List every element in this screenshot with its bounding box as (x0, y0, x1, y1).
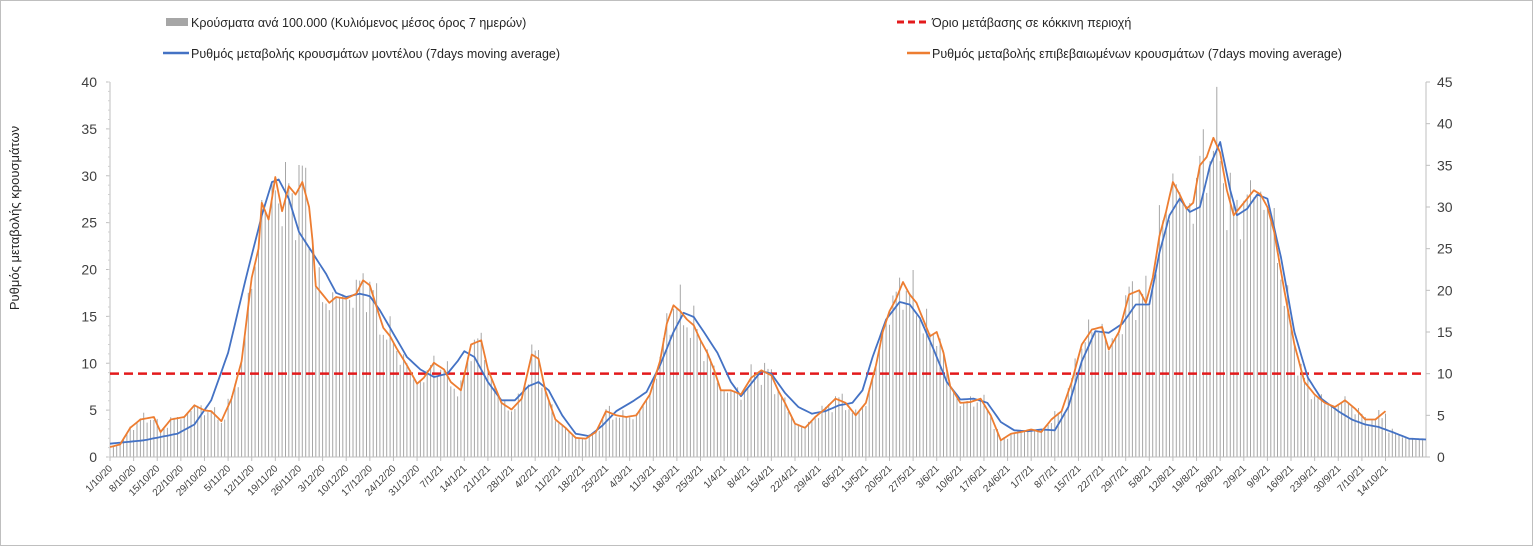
legend-bars-swatch (166, 18, 188, 26)
x-tick-label: 26/8/21 (1194, 463, 1226, 495)
right-tick-label: 30 (1437, 199, 1453, 215)
left-tick-label: 25 (81, 215, 97, 231)
right-tick-label: 15 (1437, 324, 1453, 340)
left-tick-label: 35 (81, 121, 97, 137)
right-tick-label: 25 (1437, 241, 1453, 257)
legend-model-label: Ρυθμός μεταβολής κρουσμάτων μοντέλου (7d… (191, 47, 560, 61)
x-tick-label: 2/9/21 (1221, 463, 1249, 491)
x-tick-label: 27/5/21 (887, 463, 919, 495)
y-axis-title: Ρυθμός μεταβολής κρουσμάτων (7, 126, 22, 310)
legend-confirmed-label: Ρυθμός μεταβολής επιβεβαιωμένων κρουσμάτ… (932, 47, 1342, 61)
right-tick-label: 35 (1437, 157, 1453, 173)
lines-layer (109, 136, 1427, 448)
x-tick-label: 28/1/21 (485, 463, 517, 495)
left-tick-label: 30 (81, 168, 97, 184)
legend: Κρούσματα ανά 100.000 (Κυλιόμενος μέσος … (163, 16, 1342, 61)
x-tick-label: 25/2/21 (580, 463, 612, 495)
bars-series (109, 86, 1427, 457)
x-tick-label: 1/7/21 (1009, 463, 1037, 491)
right-tick-label: 5 (1437, 407, 1445, 423)
left-tick-label: 40 (81, 74, 97, 90)
left-tick-label: 20 (81, 262, 97, 278)
x-tick-label: 1/4/21 (702, 463, 730, 491)
right-tick-label: 0 (1437, 449, 1445, 465)
x-tick-label: 24/6/21 (981, 463, 1013, 495)
left-tick-label: 0 (89, 449, 97, 465)
confirmed-line (109, 136, 1387, 448)
x-tick-label: 25/3/21 (674, 463, 706, 495)
left-tick-label: 5 (89, 402, 97, 418)
right-tick-label: 45 (1437, 74, 1453, 90)
legend-bars-label: Κρούσματα ανά 100.000 (Κυλιόμενος μέσος … (191, 16, 526, 30)
right-tick-label: 40 (1437, 116, 1453, 132)
right-tick-label: 10 (1437, 366, 1453, 382)
legend-threshold-label: Όριο μετάβασης σε κόκκινη περιοχή (931, 16, 1131, 30)
left-tick-label: 10 (81, 355, 97, 371)
right-tick-label: 20 (1437, 282, 1453, 298)
x-tick-label: 29/4/21 (792, 463, 824, 495)
left-tick-label: 15 (81, 308, 97, 324)
x-tick-label: 29/7/21 (1099, 463, 1131, 495)
